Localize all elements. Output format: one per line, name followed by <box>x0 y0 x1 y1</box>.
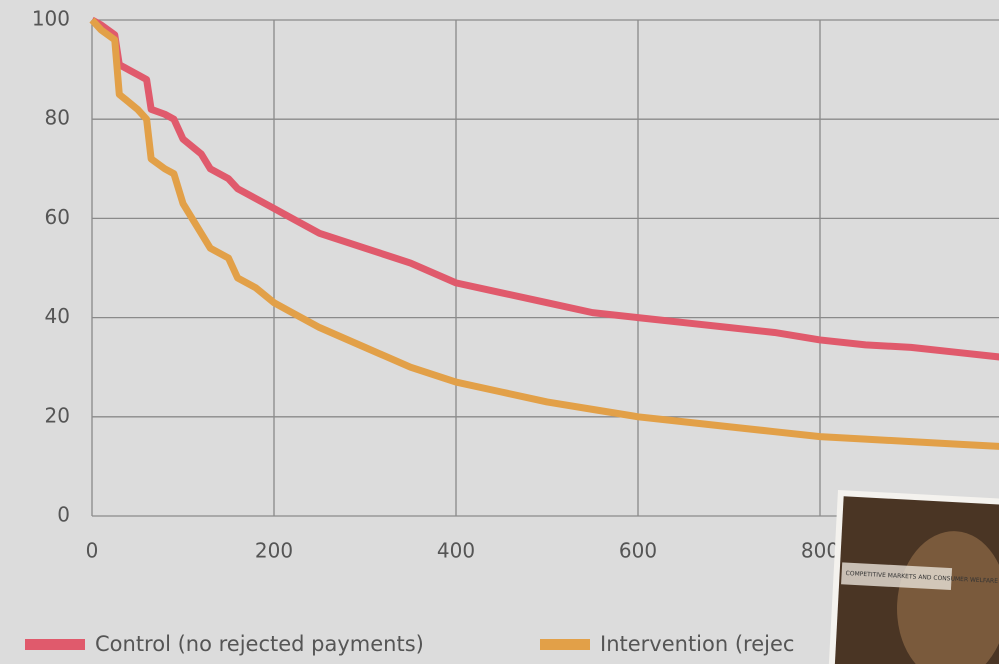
series-line <box>90 16 999 361</box>
grid: 0 20 40 60 80 100 0 200 400 600 800 <box>32 7 999 563</box>
legend-swatch <box>540 639 590 650</box>
x-tick-label: 200 <box>255 539 293 563</box>
legend: Control (no rejected payments) Interventi… <box>25 632 794 656</box>
y-tick-label: 100 <box>32 7 70 31</box>
x-tick-label: 600 <box>619 539 657 563</box>
legend-label: Intervention (rejec <box>600 632 794 656</box>
x-tick-label: 0 <box>86 539 99 563</box>
series-line <box>89 17 999 450</box>
x-tick-label: 800 <box>801 539 839 563</box>
cover-band <box>841 562 953 591</box>
legend-label: Control (no rejected payments) <box>95 632 424 656</box>
y-tick-label: 0 <box>57 503 70 527</box>
x-tick-label: 400 <box>437 539 475 563</box>
y-tick-label: 40 <box>45 304 70 328</box>
lines <box>89 16 999 450</box>
y-tick-label: 20 <box>45 403 70 427</box>
legend-swatch <box>25 639 85 650</box>
y-tick-label: 60 <box>45 205 70 229</box>
y-tick-label: 80 <box>45 106 70 130</box>
book-cover: COMPETITIVE MARKETS AND CONSUMER WELFARE <box>828 490 999 664</box>
